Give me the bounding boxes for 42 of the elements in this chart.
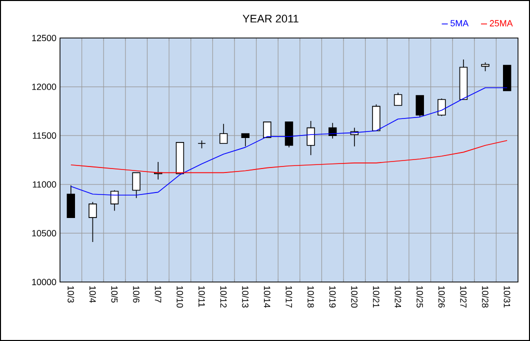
legend-label: 5MA — [450, 20, 469, 26]
candlestick — [110, 190, 119, 212]
x-tick-label: 10/20 — [351, 286, 358, 308]
candlestick — [66, 184, 76, 218]
x-tick-label: 10/31 — [504, 286, 510, 308]
x-tick-label: 10/6 — [133, 286, 140, 303]
x-tick-label: 10/18 — [308, 286, 314, 308]
y-tick-label: 10500 — [32, 230, 56, 236]
legend-label: 25MA — [490, 20, 513, 26]
x-tick-label: 10/7 — [154, 286, 162, 303]
x-tick-label: 10/19 — [329, 286, 336, 308]
candlestick — [263, 122, 272, 138]
chart-title: YEAR 2011 — [242, 14, 298, 23]
y-tick-label: 12500 — [32, 34, 56, 42]
y-tick-label: 11000 — [32, 181, 56, 188]
x-tick-label: 10/4 — [89, 286, 96, 303]
candlestick — [88, 202, 97, 242]
candlestick — [132, 172, 140, 198]
x-tick-label: 10/21 — [372, 286, 380, 308]
candlestick — [241, 133, 250, 147]
x-tick-label: 10/25 — [416, 286, 424, 308]
x-tick-label: 10/11 — [198, 286, 206, 307]
x-tick-label: 10/13 — [242, 286, 249, 308]
x-tick-label: 10/28 — [482, 286, 489, 308]
candlestick — [394, 92, 402, 106]
x-tick-label: 10/14 — [264, 286, 270, 308]
x-tick-label: 10/10 — [176, 286, 184, 308]
candlestick — [438, 98, 446, 116]
y-tick-label: 10000 — [32, 278, 56, 286]
y-tick-label: 12000 — [32, 84, 56, 90]
x-tick-label: 10/12 — [220, 286, 227, 308]
candlestick — [416, 95, 424, 118]
candlestick — [306, 120, 315, 156]
x-tick-label: 10/5 — [111, 286, 118, 303]
x-tick-label: 10/3 — [68, 286, 74, 303]
y-tick-label: 11500 — [32, 132, 56, 139]
x-tick-label: 10/26 — [438, 286, 445, 308]
candlestick — [219, 123, 228, 144]
x-tick-label: 10/27 — [460, 286, 467, 308]
candlestick — [284, 122, 294, 148]
x-tick-label: 10/24 — [394, 286, 402, 308]
x-tick-label: 10/17 — [286, 286, 292, 308]
